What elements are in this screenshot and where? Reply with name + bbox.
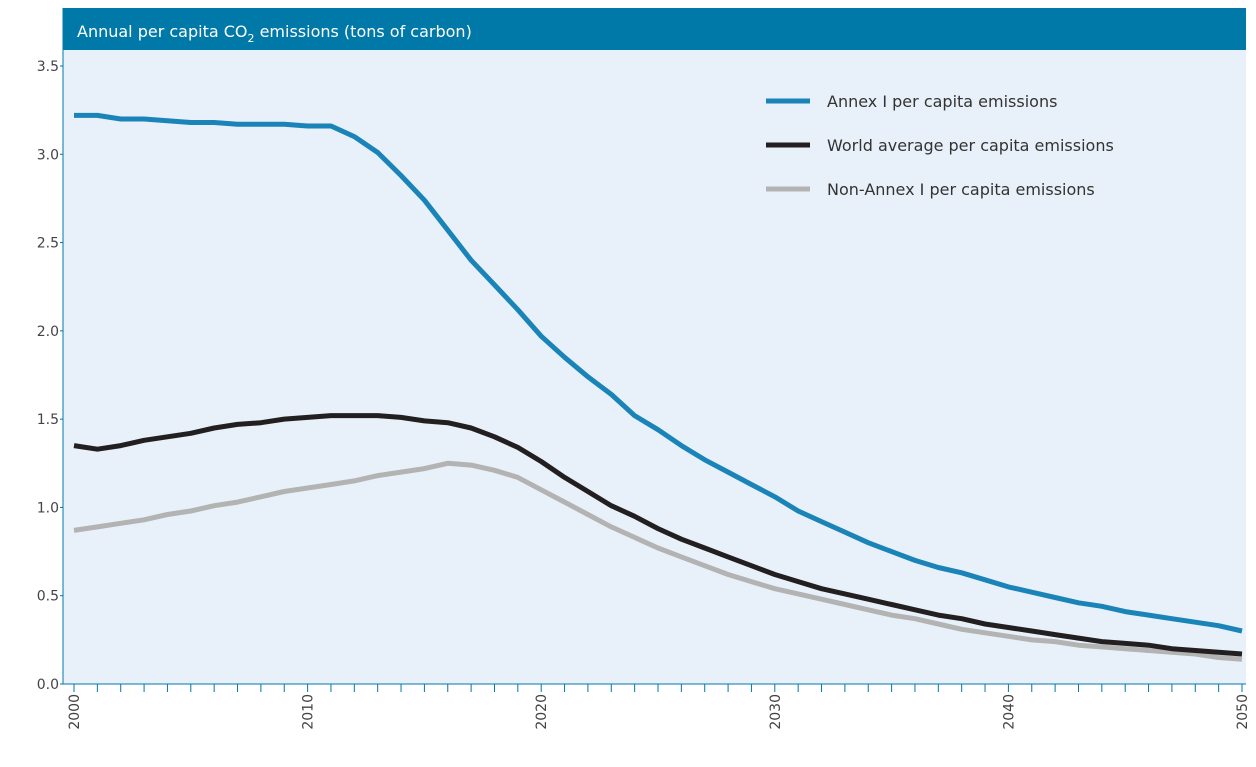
x-tick-label: 2000 bbox=[67, 694, 83, 730]
y-tick-label: 0.0 bbox=[37, 677, 59, 693]
chart-title-subscript: 2 bbox=[248, 32, 255, 45]
y-tick-label: 1.5 bbox=[37, 412, 59, 428]
x-tick-label: 2030 bbox=[768, 694, 784, 730]
x-tick-label: 2050 bbox=[1235, 694, 1251, 730]
title-bar bbox=[63, 8, 1246, 50]
chart-title: Annual per capita CO2 emissions (tons of… bbox=[77, 22, 472, 45]
x-tick-marks bbox=[73, 684, 1243, 692]
y-tick-label: 2.5 bbox=[37, 236, 59, 252]
series-layer bbox=[73, 112, 1243, 662]
y-tick-label: 3.0 bbox=[37, 147, 59, 163]
x-tick-label: 2010 bbox=[301, 694, 317, 730]
chart-title-suffix: emissions (tons of carbon) bbox=[255, 22, 472, 41]
series-line bbox=[73, 413, 1243, 657]
y-tick-label: 0.5 bbox=[37, 589, 59, 605]
x-tick-label: 2020 bbox=[534, 694, 550, 730]
plot-area bbox=[63, 8, 1246, 684]
y-tick-label: 1.0 bbox=[37, 500, 59, 516]
series-line bbox=[74, 112, 1243, 634]
x-tick-labels: 2000 2010 2020 2030 2040 2050 bbox=[67, 694, 1251, 730]
legend-label: World average per capita emissions bbox=[827, 136, 1114, 155]
y-tick-label: 3.5 bbox=[37, 59, 59, 75]
series-line bbox=[73, 460, 1243, 662]
legend: Annex I per capita emissions World averag… bbox=[766, 92, 1114, 199]
y-tick-labels: 0.0 0.5 1.0 1.5 2.0 2.5 3.0 3.5 bbox=[37, 59, 63, 693]
legend-label: Annex I per capita emissions bbox=[827, 92, 1057, 111]
x-tick-label: 2040 bbox=[1001, 694, 1017, 730]
legend-label: Non-Annex I per capita emissions bbox=[827, 180, 1095, 199]
chart-title-prefix: Annual per capita CO bbox=[77, 22, 248, 41]
y-tick-label: 2.0 bbox=[37, 324, 59, 340]
